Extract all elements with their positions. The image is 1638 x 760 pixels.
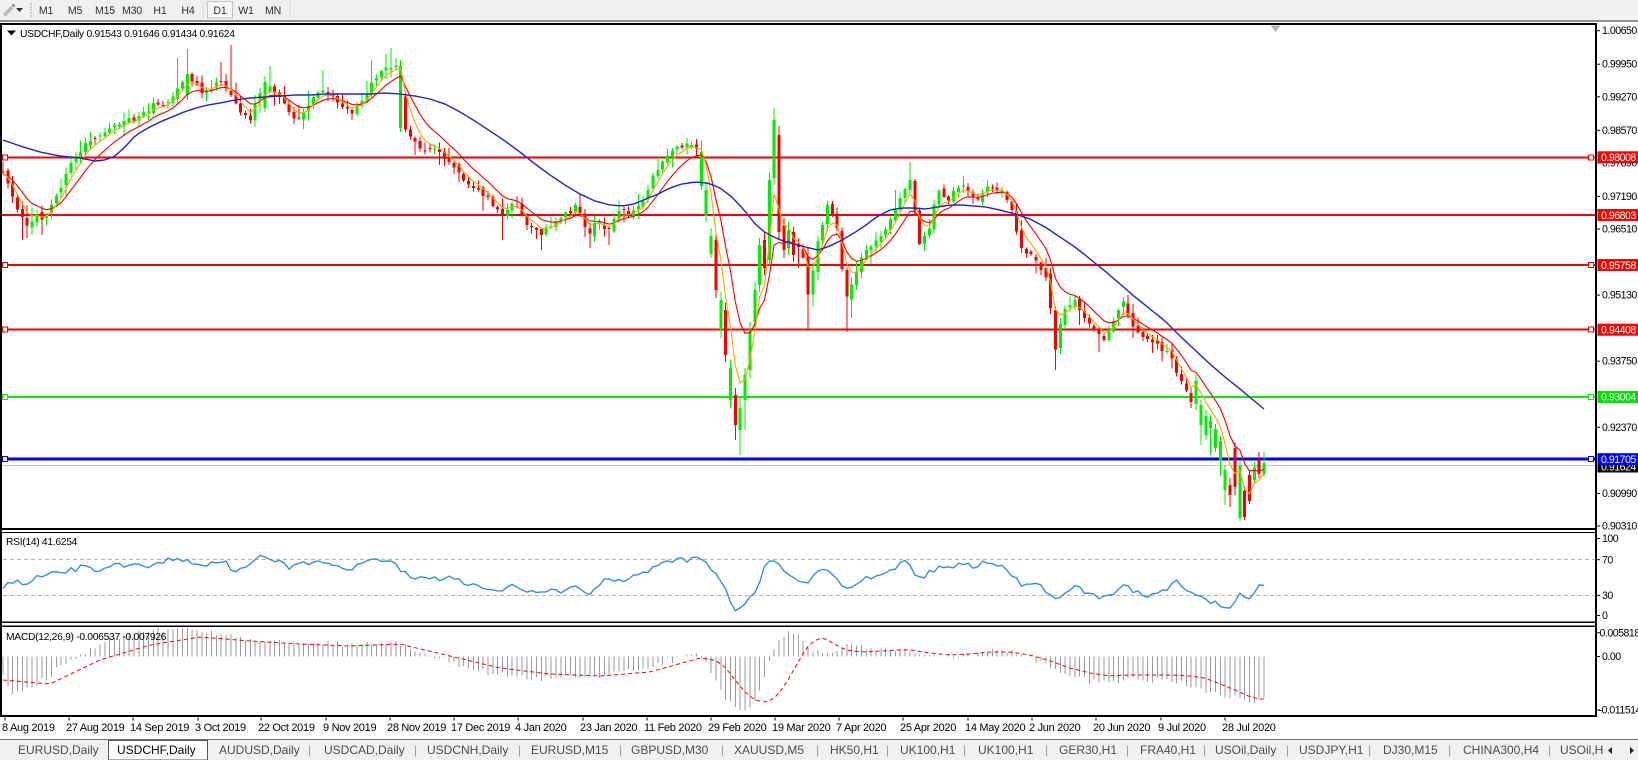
svg-text:USDCAD,Daily: USDCAD,Daily — [324, 743, 405, 757]
svg-text:0.99270: 0.99270 — [1602, 91, 1637, 103]
svg-text:22 Oct 2019: 22 Oct 2019 — [258, 722, 315, 734]
svg-text:|: | — [1045, 743, 1048, 757]
svg-text:RSI(14) 41.6254: RSI(14) 41.6254 — [6, 537, 78, 548]
svg-text:17 Dec 2019: 17 Dec 2019 — [451, 722, 510, 734]
svg-text:|: | — [1448, 743, 1451, 757]
svg-text:|: | — [1286, 743, 1289, 757]
svg-text:AUDUSD,Daily: AUDUSD,Daily — [219, 743, 300, 757]
svg-text:USOil,H: USOil,H — [1560, 743, 1603, 757]
svg-text:|: | — [1203, 743, 1206, 757]
svg-text:FRA40,H1: FRA40,H1 — [1140, 743, 1196, 757]
svg-text:29 Feb 2020: 29 Feb 2020 — [708, 722, 767, 734]
svg-text:14 May 2020: 14 May 2020 — [965, 722, 1025, 734]
svg-text:|: | — [886, 743, 889, 757]
svg-text:D1: D1 — [213, 5, 226, 17]
svg-text:-0.011514: -0.011514 — [1599, 705, 1638, 717]
svg-text:GBPUSD,M30: GBPUSD,M30 — [631, 743, 709, 757]
svg-text:|: | — [518, 743, 521, 757]
svg-text:0.94408: 0.94408 — [1601, 325, 1636, 337]
svg-text:|: | — [619, 743, 622, 757]
svg-text:UK100,H1: UK100,H1 — [900, 743, 956, 757]
svg-text:14 Sep 2019: 14 Sep 2019 — [130, 722, 189, 734]
svg-text:0: 0 — [1602, 610, 1608, 622]
svg-text:1.00650: 1.00650 — [1602, 25, 1637, 37]
svg-text:70: 70 — [1602, 555, 1613, 567]
svg-text:USDCHF,Daily 0.91543 0.91646: USDCHF,Daily 0.91543 0.91646 0.91434 0.9… — [20, 29, 235, 40]
svg-text:M15: M15 — [95, 5, 115, 17]
svg-text:EURUSD,M15: EURUSD,M15 — [531, 743, 609, 757]
svg-text:M1: M1 — [39, 5, 54, 17]
svg-text:W1: W1 — [238, 5, 254, 17]
svg-text:USOil,Daily: USOil,Daily — [1215, 743, 1276, 757]
svg-text:0.90990: 0.90990 — [1602, 488, 1637, 500]
svg-text:9 Jul 2020: 9 Jul 2020 — [1158, 722, 1206, 734]
svg-text:|: | — [963, 743, 966, 757]
svg-text:0.95130: 0.95130 — [1602, 290, 1637, 302]
svg-text:0.92370: 0.92370 — [1602, 422, 1637, 434]
svg-text:0.005818: 0.005818 — [1600, 627, 1638, 639]
svg-text:UK100,H1: UK100,H1 — [978, 743, 1034, 757]
svg-text:GER30,H1: GER30,H1 — [1059, 743, 1117, 757]
svg-text:0.93750: 0.93750 — [1602, 356, 1637, 368]
svg-text:|: | — [721, 743, 724, 757]
svg-text:20 Jun 2020: 20 Jun 2020 — [1093, 722, 1150, 734]
svg-text:0.95758: 0.95758 — [1601, 260, 1636, 272]
svg-text:28 Jul 2020: 28 Jul 2020 — [1222, 722, 1276, 734]
svg-text:25 Apr 2020: 25 Apr 2020 — [900, 722, 956, 734]
svg-text:2 Jun 2020: 2 Jun 2020 — [1029, 722, 1081, 734]
svg-text:23 Jan 2020: 23 Jan 2020 — [580, 722, 637, 734]
svg-text:|: | — [1548, 743, 1551, 757]
svg-text:H1: H1 — [153, 5, 166, 17]
svg-text:MACD(12,26,9) -0.006537 -0.007: MACD(12,26,9) -0.006537 -0.007926 — [6, 632, 167, 643]
svg-text:|: | — [1368, 743, 1371, 757]
svg-text:HK50,H1: HK50,H1 — [830, 743, 879, 757]
svg-text:|: | — [816, 743, 819, 757]
svg-text:0.97190: 0.97190 — [1602, 191, 1637, 203]
svg-text:8 Aug 2019: 8 Aug 2019 — [2, 722, 55, 734]
svg-text:0.00: 0.00 — [1602, 651, 1621, 663]
svg-text:CHINA300,H4: CHINA300,H4 — [1463, 743, 1539, 757]
svg-text:|: | — [414, 743, 417, 757]
svg-text:USDCNH,Daily: USDCNH,Daily — [427, 743, 508, 757]
svg-text:0.93004: 0.93004 — [1601, 392, 1636, 404]
svg-text:0.91705: 0.91705 — [1601, 454, 1636, 466]
svg-text:0.98570: 0.98570 — [1602, 125, 1637, 137]
svg-text:0.96510: 0.96510 — [1602, 224, 1637, 236]
svg-text:28 Nov 2019: 28 Nov 2019 — [387, 722, 446, 734]
svg-text:9 Nov 2019: 9 Nov 2019 — [323, 722, 376, 734]
svg-text:27 Aug 2019: 27 Aug 2019 — [66, 722, 125, 734]
svg-text:MN: MN — [265, 5, 281, 17]
svg-text:M5: M5 — [68, 5, 83, 17]
svg-text:DJ30,M15: DJ30,M15 — [1383, 743, 1438, 757]
svg-text:|: | — [1126, 743, 1129, 757]
svg-text:USDCHF,Daily: USDCHF,Daily — [117, 743, 196, 757]
svg-text:EURUSD,Daily: EURUSD,Daily — [18, 743, 99, 757]
svg-text:4 Jan 2020: 4 Jan 2020 — [515, 722, 567, 734]
svg-text:7 Apr 2020: 7 Apr 2020 — [836, 722, 886, 734]
svg-text:0.90310: 0.90310 — [1602, 521, 1637, 533]
svg-text:USDJPY,H1: USDJPY,H1 — [1299, 743, 1364, 757]
svg-text:M30: M30 — [122, 5, 142, 17]
svg-text:|: | — [308, 743, 311, 757]
svg-text:3 Oct 2019: 3 Oct 2019 — [195, 722, 246, 734]
svg-text:100: 100 — [1602, 533, 1619, 545]
svg-text:H4: H4 — [181, 5, 194, 17]
svg-text:0.99950: 0.99950 — [1602, 59, 1637, 71]
svg-text:11 Feb 2020: 11 Feb 2020 — [644, 722, 702, 734]
svg-text:30: 30 — [1602, 590, 1613, 602]
svg-text:XAUUSD,M5: XAUUSD,M5 — [734, 743, 804, 757]
svg-text:0.98008: 0.98008 — [1601, 152, 1636, 164]
svg-text:0.96803: 0.96803 — [1601, 210, 1636, 222]
svg-text:19 Mar 2020: 19 Mar 2020 — [772, 722, 831, 734]
